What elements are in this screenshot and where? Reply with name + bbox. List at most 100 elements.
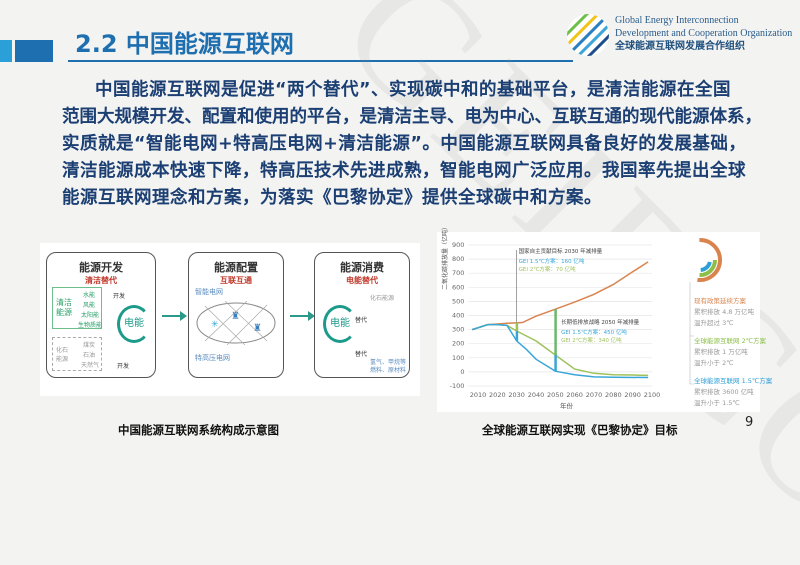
reduction-bar (515, 322, 519, 332)
org-name: Global Energy Interconnection Developmen… (615, 14, 792, 53)
box-title: 能源消费 (340, 261, 384, 274)
arrow-right-icon (162, 311, 187, 321)
series-line (471, 323, 649, 379)
clean-item: 水能 (83, 292, 96, 299)
page-number: 9 (745, 415, 754, 430)
x-tick-label: 2100 (644, 391, 661, 399)
x-tick-label: 2080 (605, 391, 622, 399)
legend-title: 现有政策延续方案 (694, 297, 746, 305)
system-diagram: 能源开发 清洁替代 清洁能源 水能 风能 太阳能 生物质能 化石能源 煤炭 石油… (40, 243, 420, 396)
scenario-arc-icon (697, 238, 722, 282)
body-text-line: 能源互联网理念和方案，为落实《巴黎协定》提供全球碳中和方案。 (62, 188, 602, 208)
clean-item: 太阳能 (81, 312, 100, 319)
annotation-title: 国家自主贡献目标 2030 年减排量 (519, 247, 603, 255)
x-tick-label: 2070 (586, 391, 603, 399)
y-tick-label: -100 (450, 382, 465, 390)
geidco-logo-icon (567, 14, 609, 56)
smart-grid-label: 智能电网 (195, 288, 223, 296)
chart-panel (437, 232, 760, 412)
body-text-line: 范围大规模开发、配置和使用的平台，是清洁主导、电为中心、互联互通的现代能源体系， (62, 107, 762, 127)
body-text-line: 清洁能源成本快速下降，特高压技术先进成熟，智能电网广泛应用。我国率先提出全球 (62, 161, 746, 181)
y-tick-label: 200 (452, 340, 464, 348)
body-text-line: 中国能源互联网是促进“两个替代”、实现碳中和的基础平台，是清洁能源在全国 (95, 80, 732, 100)
legend-connector (689, 282, 694, 385)
x-tick-label: 2010 (470, 391, 487, 399)
fossil-energy-group: 化石能源 煤炭 石油 天然气 (52, 337, 102, 371)
legend-detail: 温升超过 3℃ (694, 319, 734, 327)
y-tick-label: 400 (452, 312, 464, 320)
y-tick-label: 500 (452, 297, 464, 305)
electricity-icon: 电能 (323, 305, 357, 343)
box-subtitle: 互联互通 (220, 276, 252, 285)
y-axis-label: 二氧化碳排放量（亿吨） (442, 223, 449, 290)
legend-detail: 温升小于 2℃ (694, 359, 734, 367)
box-subtitle: 清洁替代 (85, 276, 117, 285)
reduction-bar (554, 354, 557, 372)
uhv-grid-label: 特高压电网 (195, 354, 230, 362)
develop-label: 开发 (113, 293, 126, 300)
hydrogen-label: 氢气、甲烷等 (370, 359, 407, 366)
annotation-item: GEI 2℃方案：340 亿吨 (561, 336, 622, 344)
chart-caption: 全球能源互联网实现《巴黎协定》目标 (482, 423, 678, 437)
legend-detail: 累积排放 4.8 万亿吨 (694, 308, 754, 316)
svg-text:✳: ✳ (211, 320, 219, 330)
legend-entry: 全球能源互联网 2℃方案 累积排放 1 万亿吨 温升小于 2℃ (694, 336, 766, 369)
replace-label: 替代 (355, 317, 368, 324)
energy-consumption-box: 能源消费 电能替代 化石能源 替代 电能 替代 氢气、甲烷等 燃料、原材料 (314, 252, 410, 378)
org-name-en-2: Development and Cooperation Organization (615, 28, 793, 39)
electricity-icon: 电能 (117, 305, 151, 343)
emissions-chart: -100 0 100 200 300 400 500 600 700 800 900 2010 2020… (450, 238, 722, 399)
annotation-item: GEI 2℃方案：70 亿吨 (519, 265, 577, 273)
org-name-en-1: Global Energy Interconnection (615, 15, 739, 26)
grid-network-icon: ♜ ♜ ✳ (196, 301, 276, 345)
reduction-bar (515, 331, 519, 341)
x-tick-label: 2030 (508, 391, 525, 399)
page-title: 2.2 中国能源互联网 (75, 30, 294, 58)
legend-detail: 累积排放 3600 亿吨 (694, 388, 754, 396)
y-tick-label: 700 (452, 269, 464, 277)
x-tick-label: 2020 (489, 391, 506, 399)
box-title: 能源配置 (214, 261, 258, 274)
body-text-line: 实质就是“智能电网+特高压电网+清洁能源”。中国能源互联网具备良好的发展基础， (62, 134, 747, 154)
x-tick-label: 2040 (528, 391, 545, 399)
y-tick-label: 800 (452, 255, 464, 263)
reduction-bar (554, 309, 557, 355)
fuel-label: 燃料、原材料 (370, 367, 407, 374)
annotation-item: GEI 1.5℃方案：160 亿吨 (519, 257, 585, 265)
y-tick-label: 900 (452, 241, 464, 249)
accent-bar (0, 40, 12, 62)
replace-label: 替代 (355, 351, 368, 358)
legend-detail: 累积排放 1 万亿吨 (694, 348, 748, 356)
svg-text:♜: ♜ (231, 311, 240, 322)
diagram-caption: 中国能源互联网系统构成示意图 (118, 423, 279, 437)
legend-title: 全球能源互联网 1.5℃方案 (694, 377, 773, 385)
y-tick-label: 0 (460, 368, 464, 376)
title-underline (68, 60, 573, 62)
fossil-energy-label: 化石能源 (56, 347, 69, 363)
y-tick-label: 100 (452, 354, 464, 362)
arrow-right-icon (290, 311, 315, 321)
annotation-title: 长期低排放战略 2050 年减排量 (561, 318, 639, 326)
org-name-cn: 全球能源互联网发展合作组织 (615, 41, 745, 52)
accent-block (15, 40, 53, 62)
clean-energy-label: 清洁能源 (56, 298, 72, 317)
annotation-item: GEI 1.5℃方案：450 亿吨 (561, 328, 627, 336)
y-tick-label: 300 (452, 326, 464, 334)
scenario-arc-icon (699, 259, 717, 277)
clean-energy-group: 清洁能源 水能 风能 太阳能 生物质能 (52, 287, 102, 329)
fossil-label: 化石能源 (370, 295, 395, 302)
energy-configuration-box: 能源配置 互联互通 智能电网 ♜ ♜ ✳ 特高压电网 (188, 252, 284, 378)
box-title: 能源开发 (79, 261, 123, 274)
clean-item: 风能 (83, 302, 96, 309)
scenario-arc-icon (700, 261, 712, 272)
svg-text:♜: ♜ (253, 323, 262, 334)
fossil-item: 天然气 (81, 362, 100, 369)
box-subtitle: 电能替代 (346, 276, 378, 285)
y-tick-label: 600 (452, 283, 464, 291)
x-tick-label: 2060 (566, 391, 583, 399)
legend-detail: 温升小于 1.5℃ (694, 399, 740, 407)
x-tick-label: 2090 (624, 391, 641, 399)
fossil-item: 煤炭 (83, 342, 96, 349)
energy-development-box: 能源开发 清洁替代 清洁能源 水能 风能 太阳能 生物质能 化石能源 煤炭 石油… (46, 252, 156, 378)
fossil-item: 石油 (83, 352, 96, 359)
